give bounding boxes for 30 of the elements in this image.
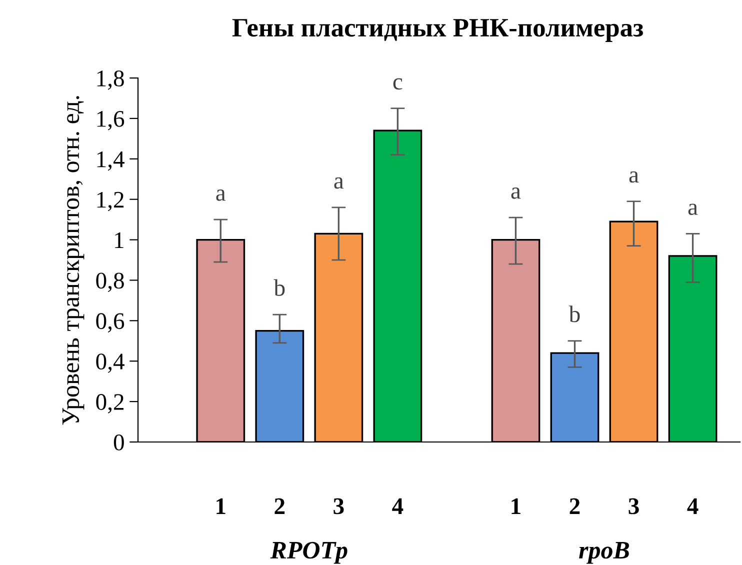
y-tick-label: 0,2 (96, 394, 124, 414)
data-label: a (629, 171, 639, 183)
x-tick-label: 4 (392, 498, 404, 514)
x-tick-label: 2 (570, 498, 580, 514)
y-tick-label: 0,4 (96, 354, 124, 373)
y-tick-label: 0,6 (96, 313, 124, 332)
x-tick-label: 3 (628, 498, 639, 514)
x-tick-label: 1 (512, 498, 520, 514)
y-tick-label: 1,4 (97, 151, 124, 171)
y-tick-label: 1,8 (97, 70, 124, 90)
y-tick-label: 1,6 (97, 111, 124, 130)
data-label: a (688, 204, 698, 216)
y-tick-label: 1 (115, 232, 124, 248)
x-tick-label: 1 (216, 498, 226, 514)
y-tick-label: 0 (114, 434, 124, 450)
y-tick-label: 0,8 (96, 272, 124, 292)
data-label: c (393, 78, 402, 90)
y-tick-label: 1,2 (97, 192, 124, 212)
chart-title: Гены пластидных РНК-полимераз (232, 19, 643, 42)
text: RPOTp (270, 542, 348, 564)
text: rpoB (579, 542, 630, 564)
data-label: a (334, 177, 344, 189)
data-label: a (511, 188, 521, 199)
data-label: a (216, 190, 226, 201)
x-tick-label: 4 (687, 498, 698, 514)
x-tick-label: 3 (334, 498, 344, 514)
x-tick-label: 2 (274, 498, 285, 514)
data-label: b (568, 306, 580, 322)
data-label: b (274, 279, 285, 296)
y-axis-title: Уровень транскриптов, отн. ед. (62, 96, 84, 425)
